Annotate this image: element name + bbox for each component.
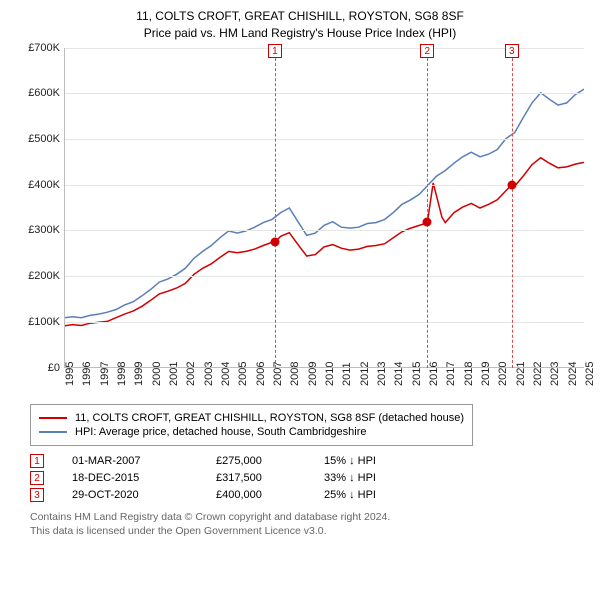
transaction-marker: 3 (505, 44, 519, 58)
footnote: Contains HM Land Registry data © Crown c… (30, 510, 590, 538)
transaction-price: £275,000 (216, 455, 296, 467)
y-axis-label: £300K (14, 224, 60, 236)
chart-area: £0£100K£200K£300K£400K£500K£600K£700K199… (14, 48, 586, 398)
transaction-date: 18-DEC-2015 (72, 472, 188, 484)
transaction-dot (270, 237, 279, 246)
transaction-price: £400,000 (216, 489, 296, 501)
y-axis-label: £600K (14, 87, 60, 99)
title-line-2: Price paid vs. HM Land Registry's House … (10, 25, 590, 42)
y-axis-label: £200K (14, 270, 60, 282)
transaction-date: 29-OCT-2020 (72, 489, 188, 501)
legend-row: 11, COLTS CROFT, GREAT CHISHILL, ROYSTON… (39, 412, 464, 424)
transaction-table: 1 01-MAR-2007 £275,000 15% ↓ HPI 2 18-DEC-201… (30, 454, 590, 502)
transaction-diff: 15% ↓ HPI (324, 455, 376, 467)
transaction-marker: 1 (268, 44, 282, 58)
transaction-row: 3 29-OCT-2020 £400,000 25% ↓ HPI (30, 488, 590, 502)
chart-container: 11, COLTS CROFT, GREAT CHISHILL, ROYSTON… (0, 0, 600, 590)
transaction-diff: 25% ↓ HPI (324, 489, 376, 501)
x-axis-label: 2025 (584, 361, 596, 385)
legend-label: HPI: Average price, detached house, Sout… (75, 426, 366, 438)
legend-row: HPI: Average price, detached house, Sout… (39, 426, 464, 438)
transaction-diff: 33% ↓ HPI (324, 472, 376, 484)
transaction-marker: 3 (30, 488, 44, 502)
footnote-line-2: This data is licensed under the Open Gov… (30, 524, 590, 538)
legend-swatch (39, 417, 67, 419)
transaction-row: 1 01-MAR-2007 £275,000 15% ↓ HPI (30, 454, 590, 468)
transaction-price: £317,500 (216, 472, 296, 484)
transaction-row: 2 18-DEC-2015 £317,500 33% ↓ HPI (30, 471, 590, 485)
transaction-date: 01-MAR-2007 (72, 455, 188, 467)
y-axis-label: £0 (14, 362, 60, 374)
y-axis-label: £500K (14, 133, 60, 145)
y-axis-label: £100K (14, 316, 60, 328)
y-axis-label: £700K (14, 42, 60, 54)
footnote-line-1: Contains HM Land Registry data © Crown c… (30, 510, 590, 524)
transaction-marker: 2 (420, 44, 434, 58)
legend-swatch (39, 431, 67, 433)
legend-label: 11, COLTS CROFT, GREAT CHISHILL, ROYSTON… (75, 412, 464, 424)
legend: 11, COLTS CROFT, GREAT CHISHILL, ROYSTON… (30, 404, 473, 446)
y-axis-label: £400K (14, 179, 60, 191)
transaction-marker: 2 (30, 471, 44, 485)
transaction-dot (423, 218, 432, 227)
title-block: 11, COLTS CROFT, GREAT CHISHILL, ROYSTON… (10, 8, 590, 42)
title-line-1: 11, COLTS CROFT, GREAT CHISHILL, ROYSTON… (10, 8, 590, 25)
transaction-marker: 1 (30, 454, 44, 468)
transaction-dot (507, 180, 516, 189)
